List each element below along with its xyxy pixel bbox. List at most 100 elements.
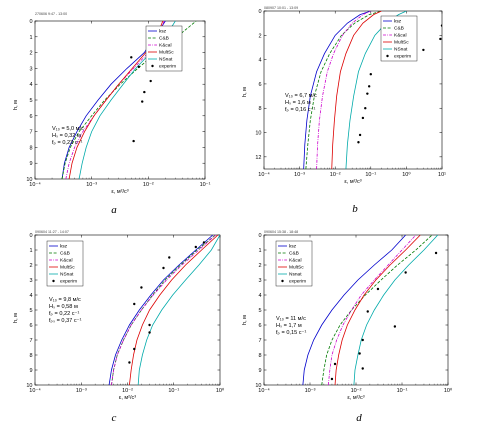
x-tick-label: 10⁻³ bbox=[294, 172, 305, 178]
series-line-MultSc bbox=[334, 235, 421, 385]
x-tick-label: 10⁻² bbox=[143, 182, 154, 188]
legend-entry: ksz bbox=[60, 244, 68, 250]
y-tick-label: 5 bbox=[258, 308, 261, 314]
parameter-annotation: V₁₀ = 9,8 м/с bbox=[49, 297, 81, 303]
experim-point bbox=[434, 251, 438, 255]
y-tick-label: 4 bbox=[29, 82, 32, 88]
chart-panel-a: 270606 9:47 - 13:00 10⁻⁴ 10⁻³ 10⁻² 10⁻¹ ε, м²… bbox=[13, 12, 211, 216]
parameter-annotation: Hₛ = 0,32 м bbox=[52, 133, 81, 139]
legend-swatch-point bbox=[281, 279, 284, 283]
series-line-K&cal bbox=[111, 235, 216, 385]
legend-entry: K&cal bbox=[394, 33, 407, 39]
experim-point bbox=[140, 286, 143, 289]
x-axis-label: ε, м²/с³ bbox=[347, 395, 364, 401]
y-tick-label: 1 bbox=[29, 248, 32, 254]
experim-point bbox=[376, 287, 380, 291]
legend-entry: C&B bbox=[289, 251, 299, 257]
series-line-K&cal bbox=[316, 11, 371, 169]
experim-point bbox=[133, 302, 136, 306]
parameter-annotation: fₚₛ = 0,37 с⁻¹ bbox=[49, 318, 82, 324]
parameter-annotation: fₚ = 0,23 с⁻¹ bbox=[52, 140, 83, 146]
x-tick-label: 10⁻⁴ bbox=[29, 387, 41, 394]
legend-swatch-point bbox=[386, 54, 389, 58]
x-tick-label: 10⁰ bbox=[402, 171, 411, 178]
y-tick-label: 6 bbox=[29, 323, 32, 329]
legend-box bbox=[145, 25, 183, 72]
x-tick-label: 10⁻¹ bbox=[200, 182, 211, 188]
x-tick-label: 10⁻¹ bbox=[168, 388, 179, 394]
experim-point bbox=[143, 90, 146, 94]
parameter-annotation: Hₛ = 1,7 м bbox=[276, 323, 302, 329]
chart-panel-d: 090604 15:38 - 18:48 10⁻⁴ 10⁻³ 10⁻² 10⁻¹ 10⁰ ε… bbox=[242, 230, 453, 424]
parameter-annotation: Hₛ = 1,6 м bbox=[285, 100, 311, 106]
y-tick-label: 7 bbox=[29, 338, 32, 344]
legend-swatch-point bbox=[52, 279, 55, 283]
y-tick-label: 9 bbox=[29, 368, 32, 374]
series-line-Nsnat bbox=[353, 235, 439, 385]
parameter-annotation: fₚ = 0,16 с⁻¹ bbox=[285, 107, 316, 113]
legend-swatch-point bbox=[151, 64, 154, 68]
legend-entry: C&B bbox=[60, 251, 70, 257]
x-tick-label: 10⁻² bbox=[122, 388, 133, 394]
x-tick-label: 10⁻⁴ bbox=[29, 181, 41, 188]
y-axis-label: h, м bbox=[242, 315, 248, 325]
y-tick-label: 3 bbox=[258, 278, 261, 284]
series-line-NSnat bbox=[137, 235, 220, 385]
experim-point bbox=[393, 325, 397, 328]
y-axis-label: h, м bbox=[13, 100, 19, 110]
y-tick-label: 9 bbox=[29, 161, 32, 167]
experim-point bbox=[162, 266, 165, 270]
x-tick-label: 10⁻³ bbox=[305, 388, 316, 394]
series-line-K&cal bbox=[327, 235, 417, 385]
parameter-annotation: fₚ = 0,22 с⁻¹ bbox=[49, 311, 80, 317]
experim-point bbox=[366, 310, 369, 313]
y-tick-label: 10 bbox=[26, 177, 32, 183]
y-tick-label: 5 bbox=[29, 98, 32, 104]
legend-entry: ksz bbox=[159, 29, 167, 35]
y-tick-label: 2 bbox=[258, 263, 261, 269]
plot-area bbox=[108, 235, 220, 385]
y-tick-label: 12 bbox=[255, 155, 261, 161]
experim-point bbox=[202, 241, 206, 244]
experim-point bbox=[333, 362, 337, 366]
y-tick-label: 3 bbox=[29, 66, 32, 72]
y-tick-label: 9 bbox=[258, 368, 261, 374]
series-line-MultSc bbox=[129, 235, 219, 385]
y-tick-label: 10 bbox=[255, 131, 261, 137]
x-tick-label: 10⁻² bbox=[330, 172, 341, 178]
legend-entry: C&B bbox=[394, 26, 404, 32]
legend-entry: MultSc bbox=[289, 265, 304, 271]
experim-point bbox=[361, 338, 364, 342]
experim-point bbox=[439, 37, 442, 41]
x-tick-label: 10⁰ bbox=[216, 387, 225, 394]
experim-point bbox=[404, 271, 407, 274]
experim-point bbox=[366, 92, 369, 95]
y-tick-label: 4 bbox=[258, 293, 261, 299]
y-tick-label: 8 bbox=[29, 145, 32, 151]
experim-point bbox=[148, 331, 151, 334]
legend-entry: MultSc bbox=[394, 40, 409, 46]
chart-panel-c: 090604 11:27 - 14:07 10⁻⁴ 10⁻³ 10⁻² 10⁻¹ 10⁰ ε… bbox=[13, 230, 225, 424]
series-line-ksz bbox=[303, 11, 371, 169]
legend-box bbox=[46, 240, 84, 287]
panel-letter: b bbox=[352, 203, 358, 215]
y-tick-label: 5 bbox=[29, 308, 32, 314]
y-tick-label: 6 bbox=[258, 82, 261, 88]
x-tick-label: 10⁻¹ bbox=[397, 388, 408, 394]
legend-entry: experim bbox=[159, 64, 176, 70]
experim-point bbox=[367, 85, 371, 88]
legend-entry: experim bbox=[60, 279, 77, 285]
experim-point bbox=[358, 352, 361, 355]
x-tick-label: 10¹ bbox=[438, 172, 446, 178]
series-line-ksz bbox=[108, 235, 214, 385]
panel-letter: a bbox=[111, 204, 117, 216]
experim-point bbox=[422, 48, 425, 52]
series-line-C&B bbox=[305, 11, 382, 169]
legend-entry: MultSc bbox=[159, 50, 174, 56]
legend-entry: experim bbox=[394, 54, 411, 60]
y-tick-label: 10 bbox=[26, 383, 32, 389]
plot-area bbox=[303, 11, 442, 169]
y-tick-label: 7 bbox=[258, 338, 261, 344]
